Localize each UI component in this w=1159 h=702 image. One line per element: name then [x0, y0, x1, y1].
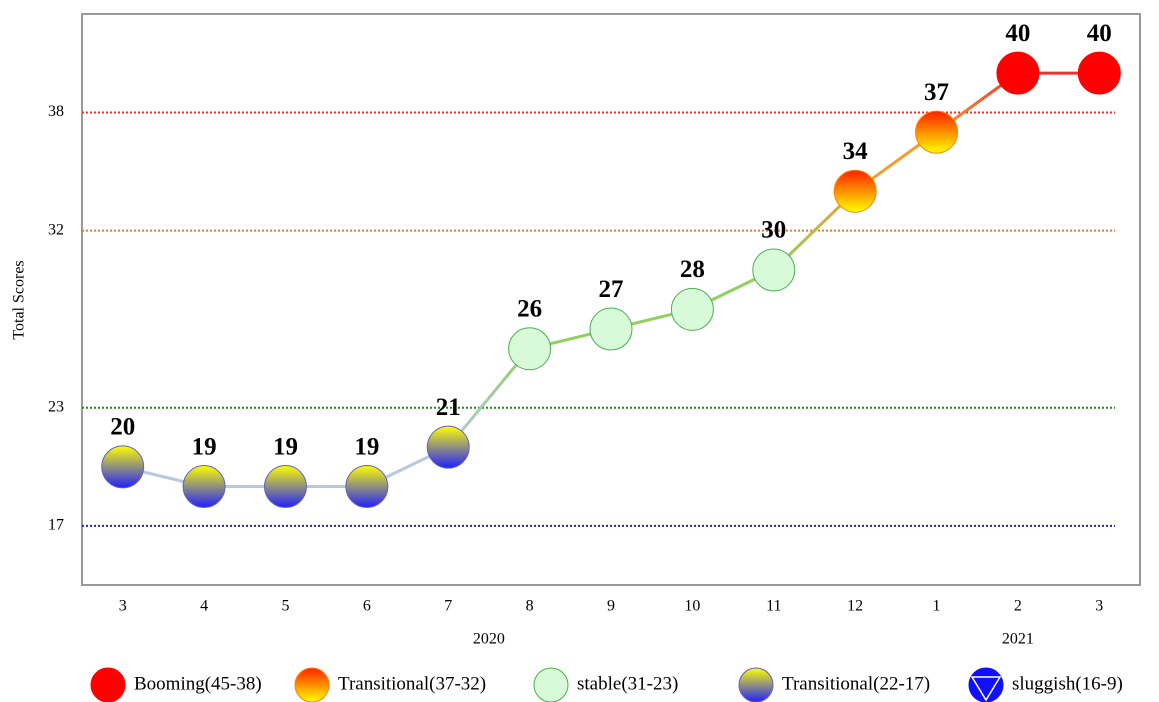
data-label: 34 — [843, 138, 869, 165]
data-label: 19 — [192, 433, 217, 460]
data-label: 30 — [761, 217, 786, 244]
y-tick-label: 23 — [48, 398, 64, 415]
x-tick-label: 9 — [607, 598, 615, 615]
data-point — [1077, 51, 1121, 95]
x-tick-label: 5 — [281, 598, 289, 615]
data-label: 26 — [517, 295, 542, 322]
data-point — [833, 169, 877, 213]
legend-marker — [90, 667, 126, 702]
legend-label: Transitional(37-32) — [338, 673, 486, 694]
x-tick-label: 8 — [526, 598, 534, 615]
data-point — [263, 465, 307, 509]
legend-marker-triangle — [970, 676, 1002, 702]
x-tick-label: 10 — [684, 598, 700, 615]
data-label: 20 — [110, 414, 135, 441]
y-tick-label: 38 — [48, 103, 64, 120]
y-tick-label: 32 — [48, 221, 64, 238]
x-tick-label: 3 — [119, 598, 127, 615]
legend-label: Booming(45-38) — [134, 673, 262, 694]
legend-marker — [738, 667, 774, 702]
data-point — [182, 465, 226, 509]
data-point — [996, 51, 1040, 95]
x-tick-label: 2 — [1014, 598, 1022, 615]
x-tick-label: 12 — [847, 598, 863, 615]
data-label: 27 — [599, 276, 624, 303]
data-label: 21 — [436, 394, 461, 421]
data-label: 40 — [1087, 20, 1112, 47]
x-group-label: 2021 — [1002, 631, 1034, 648]
x-tick-label: 11 — [766, 598, 781, 615]
x-tick-label: 1 — [933, 598, 941, 615]
y-axis-label: Total Scores — [11, 260, 28, 339]
plot-frame — [81, 13, 1141, 586]
data-label: 37 — [924, 79, 949, 106]
data-point — [670, 287, 714, 331]
data-label: 40 — [1005, 20, 1030, 47]
data-label: 19 — [273, 433, 298, 460]
data-label: 28 — [680, 256, 705, 283]
data-point — [426, 425, 470, 469]
data-point — [101, 445, 145, 489]
legend-marker — [294, 667, 330, 702]
data-point — [752, 248, 796, 292]
x-tick-label: 3 — [1095, 598, 1103, 615]
data-point — [589, 307, 633, 351]
legend-label: sluggish(16-9) — [1012, 673, 1123, 694]
data-point — [915, 110, 959, 154]
x-tick-label: 4 — [200, 598, 208, 615]
data-point — [508, 327, 552, 371]
legend-marker — [968, 667, 1004, 702]
y-tick-label: 17 — [48, 517, 64, 534]
x-tick-label: 7 — [444, 598, 452, 615]
legend-label: stable(31-23) — [577, 673, 678, 694]
legend-label: Transitional(22-17) — [782, 673, 930, 694]
data-point — [345, 465, 389, 509]
legend-marker — [533, 667, 569, 702]
data-label: 19 — [354, 433, 379, 460]
x-tick-label: 6 — [363, 598, 371, 615]
x-group-label: 2020 — [473, 631, 505, 648]
